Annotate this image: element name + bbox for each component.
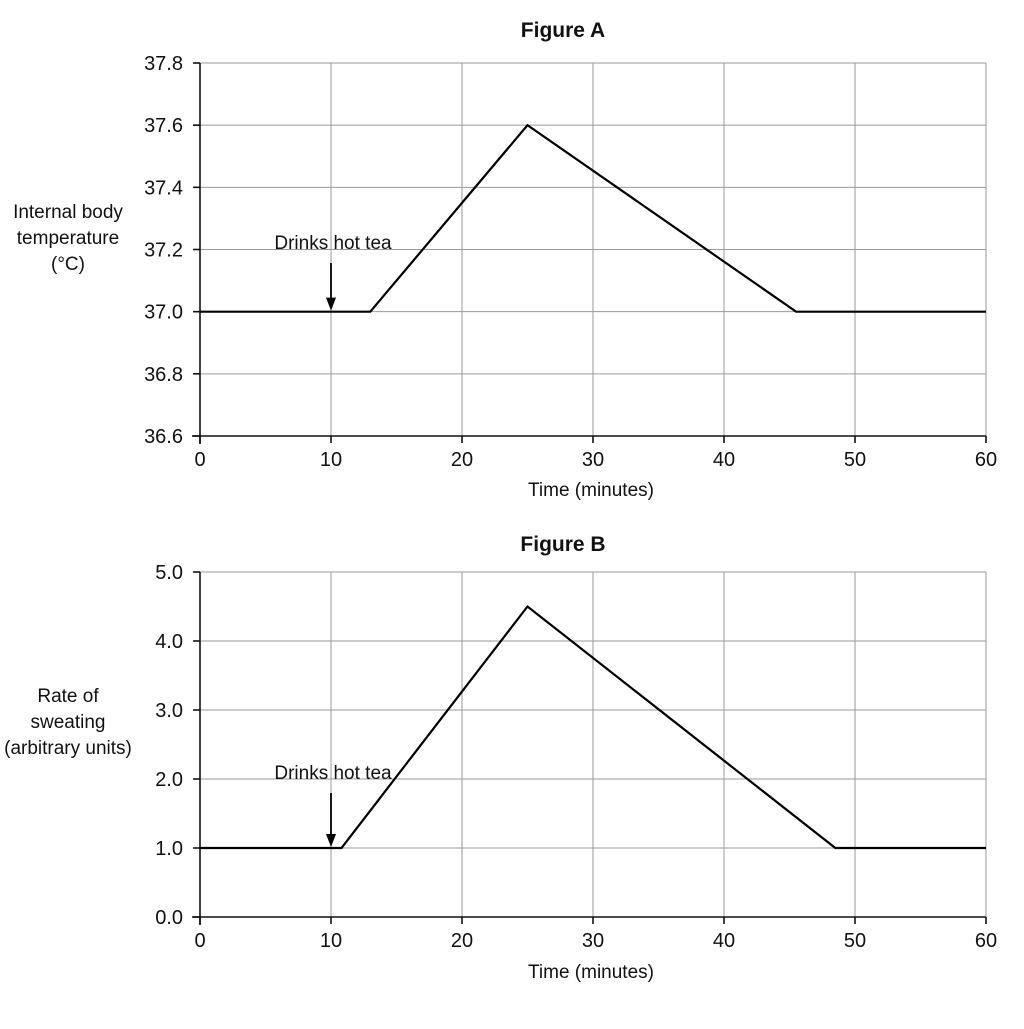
y-axis-label-line: sweating: [31, 712, 106, 733]
annotation-label: Drinks hot tea: [274, 233, 392, 254]
y-tick-label: 37.4: [144, 177, 183, 199]
y-tick-label: 36.6: [144, 426, 183, 448]
y-tick-label: 1.0: [155, 838, 183, 860]
series-line: [200, 123, 986, 313]
series-line: [200, 604, 986, 850]
x-tick-label: 60: [975, 930, 997, 952]
y-axis-label-line: (°C): [51, 254, 85, 275]
x-tick-label: 20: [451, 449, 473, 471]
x-tick-label: 60: [975, 449, 997, 471]
x-tick-label: 0: [194, 449, 205, 471]
chart-b: 0 10 20 30 40 50 60 0.0 1.0 2.0 3.0 4.0 5.0 Figure B T…: [4, 533, 997, 983]
chart-a: 0 10 20 30 40 50 60 36.6 36.8 37.0 37.2 37.4 37.6 37.…: [13, 19, 997, 501]
x-tick-label: 50: [844, 449, 866, 471]
chart-title: Figure B: [520, 533, 605, 556]
x-axis-label: Time (minutes): [528, 962, 654, 983]
x-tick-label: 30: [582, 930, 604, 952]
x-tick-label: 0: [194, 930, 205, 952]
y-tick-label: 2.0: [155, 769, 183, 791]
y-tick-label: 5.0: [155, 562, 183, 584]
x-tick-label: 30: [582, 449, 604, 471]
y-tick-label: 0.0: [155, 907, 183, 929]
x-tick-label: 40: [713, 930, 735, 952]
annotation-label: Drinks hot tea: [274, 763, 392, 784]
y-axis-label-line: (arbitrary units): [4, 738, 132, 759]
annotation-arrow-head: [326, 834, 336, 847]
y-tick-label: 37.8: [144, 53, 183, 75]
x-tick-label: 20: [451, 930, 473, 952]
x-tick-label: 50: [844, 930, 866, 952]
y-axis-label-line: temperature: [17, 228, 119, 249]
chart-title: Figure A: [521, 19, 605, 42]
y-tick-label: 37.2: [144, 240, 183, 262]
y-tick-label: 37.6: [144, 115, 183, 137]
y-axis-label-line: Internal body: [13, 202, 123, 223]
y-axis-label-line: Rate of: [37, 686, 99, 707]
x-tick-label: 10: [320, 449, 342, 471]
y-tick-label: 4.0: [155, 631, 183, 653]
y-tick-label: 36.8: [144, 364, 183, 386]
annotation-arrow-head: [326, 297, 336, 311]
x-tick-label: 40: [713, 449, 735, 471]
y-tick-label: 3.0: [155, 700, 183, 722]
x-tick-label: 10: [320, 930, 342, 952]
x-axis-label: Time (minutes): [528, 480, 654, 501]
y-tick-label: 37.0: [144, 302, 183, 324]
